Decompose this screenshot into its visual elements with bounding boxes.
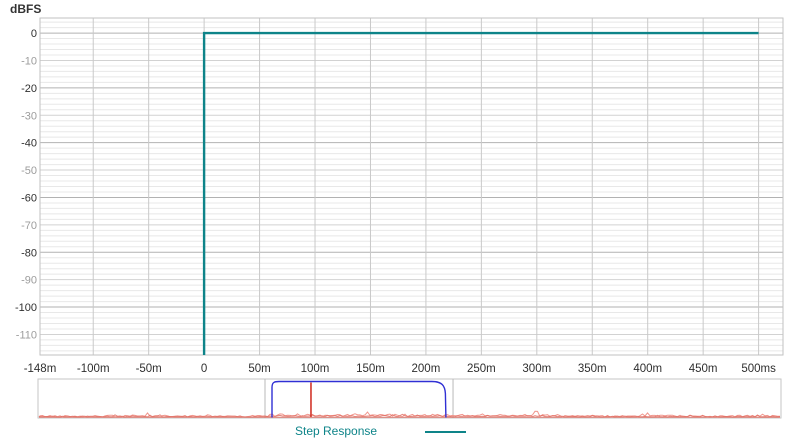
sweep-envelope-trace [271, 380, 447, 418]
x-tick-label: 350m [578, 363, 607, 375]
x-tick-label: 450m [689, 363, 718, 375]
x-tick-label: -100m [77, 363, 110, 375]
step-response-trace [202, 31, 759, 355]
x-tick-label: -148m [24, 363, 57, 375]
navigator-frame [37, 378, 782, 419]
x-tick-label: 50m [248, 363, 270, 375]
y-tick-label: 0 [31, 28, 37, 40]
x-tick-label: 200m [412, 363, 441, 375]
y-axis-tick-labels: 0 -10 -20 -30 -40 -50 -60 -70 -80 -90 -100 -110 [15, 28, 37, 341]
y-tick-label: -40 [21, 138, 37, 150]
plot-border [39, 17, 784, 356]
y-axis-unit-label: dBFS [10, 2, 42, 16]
y-tick-label: -80 [21, 247, 37, 259]
overview-navigator[interactable] [37, 378, 782, 419]
y-tick-label: -90 [21, 275, 37, 287]
legend: Step Response [0, 422, 800, 442]
x-tick-label: 100m [301, 363, 330, 375]
x-tick-label: 250m [467, 363, 496, 375]
x-tick-label: 0 [201, 363, 207, 375]
y-tick-label: -10 [21, 55, 37, 67]
x-tick-label: 150m [356, 363, 385, 375]
horizontal-gridlines [40, 21, 783, 352]
x-axis-tick-labels: -148m -100m -50m 0 50m 100m 150m 200m 250m 300m 35… [24, 363, 776, 375]
x-tick-label: 500ms [741, 363, 776, 375]
legend-line-swatch [425, 431, 466, 433]
x-tick-label: -50m [136, 363, 162, 375]
y-tick-label: -30 [21, 110, 37, 122]
legend-label: Step Response [295, 424, 378, 438]
y-tick-label: -50 [21, 165, 37, 177]
y-tick-label: -20 [21, 83, 37, 95]
noise-trace-dark [38, 413, 781, 418]
y-tick-label: -100 [15, 302, 37, 314]
main-plot[interactable]: 0 -10 -20 -30 -40 -50 -60 -70 -80 -90 -100 -110 -148… [0, 0, 800, 420]
y-tick-label: -110 [16, 329, 37, 341]
x-tick-label: 300m [522, 363, 551, 375]
y-tick-label: -60 [21, 192, 37, 204]
x-tick-label: 400m [633, 363, 662, 375]
y-tick-label: -70 [21, 220, 37, 232]
